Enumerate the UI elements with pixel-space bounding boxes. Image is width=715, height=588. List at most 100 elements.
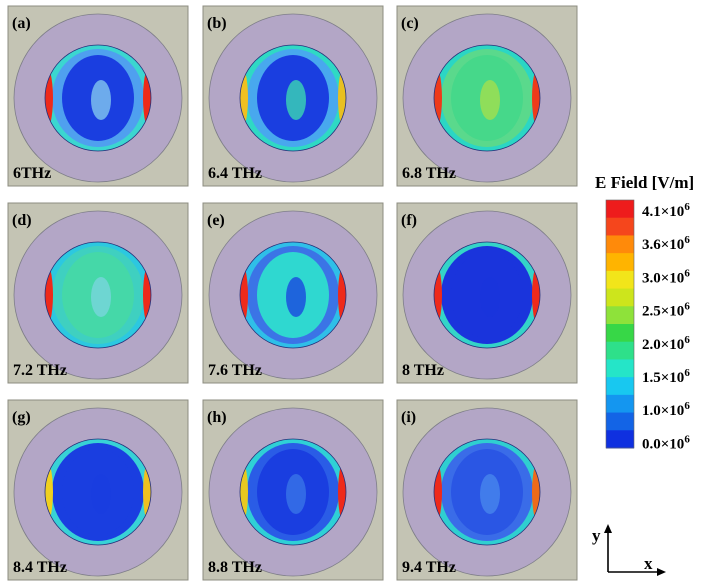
left-hotspot xyxy=(45,259,53,331)
panel-frequency: 7.2 THz xyxy=(13,362,67,379)
field-panel: (d) 7.2 THz xyxy=(7,202,189,384)
panel-letter: (f) xyxy=(401,212,417,229)
panel-letter: (h) xyxy=(207,409,227,426)
panel-frequency: 6THz xyxy=(13,165,51,182)
legend-swatch xyxy=(606,288,634,307)
field-panel: (e) 7.6 THz xyxy=(202,202,384,384)
left-hotspot xyxy=(45,62,53,134)
legend-swatch xyxy=(606,377,634,396)
field-outline xyxy=(44,44,152,152)
panel-letter: (b) xyxy=(207,15,227,32)
field-panel: (c) 6.8 THz xyxy=(396,5,578,187)
field-spot xyxy=(286,474,306,514)
field-outline xyxy=(239,241,347,349)
legend-labels: 4.1×106 3.6×106 3.0×106 2.5×106 2.0×106 1.5×1… xyxy=(642,201,690,452)
field-spot xyxy=(91,474,111,514)
legend-swatch xyxy=(606,394,634,414)
panel-letter: (a) xyxy=(12,15,31,32)
right-hotspot xyxy=(143,456,151,528)
legend-swatch xyxy=(606,270,634,290)
legend-swatch xyxy=(606,412,634,431)
field-outline xyxy=(433,438,541,546)
field-outline xyxy=(44,241,152,349)
right-hotspot xyxy=(143,259,151,331)
right-hotspot xyxy=(143,62,151,134)
left-hotspot xyxy=(434,456,442,528)
panel-letter: (g) xyxy=(12,409,31,426)
field-disk xyxy=(45,45,151,151)
right-hotspot xyxy=(338,62,346,134)
left-hotspot xyxy=(240,259,248,331)
left-hotspot xyxy=(434,62,442,134)
field-outline xyxy=(433,44,541,152)
left-hotspot xyxy=(240,456,248,528)
field-spot xyxy=(286,277,306,317)
panel-letter: (d) xyxy=(12,212,32,229)
panels-grid: (a) 6THz (b) 6.4 THz (c) 6.8 THz (d) 7.2 THz (e)… xyxy=(7,5,578,581)
field-spot xyxy=(480,474,500,514)
field-outline xyxy=(239,44,347,152)
legend-label: 1.5×106 xyxy=(642,367,690,386)
legend-label: 3.0×106 xyxy=(642,267,690,286)
axes-indicator: y x xyxy=(592,524,666,576)
legend-swatch xyxy=(606,341,634,360)
field-outline xyxy=(433,241,541,349)
field-outline xyxy=(44,438,152,546)
field-spot xyxy=(286,80,306,120)
panel-letter: (e) xyxy=(207,212,225,229)
legend-title: E Field [V/m] xyxy=(595,173,694,192)
left-hotspot xyxy=(434,259,442,331)
field-spot xyxy=(480,277,500,317)
legend-label: 0.0×106 xyxy=(642,433,690,452)
right-hotspot xyxy=(338,259,346,331)
color-legend: E Field [V/m] 4.1×106 3.6×106 3.0×106 2.5×1… xyxy=(595,173,694,452)
field-panel: (f) 8 THz xyxy=(396,202,578,384)
x-arrowhead xyxy=(657,568,666,576)
field-disk xyxy=(240,242,346,348)
field-panel: (b) 6.4 THz xyxy=(202,5,384,187)
panel-frequency: 6.8 THz xyxy=(402,165,456,182)
x-axis-label: x xyxy=(644,554,653,573)
panel-frequency: 7.6 THz xyxy=(208,362,262,379)
field-disk xyxy=(434,439,540,545)
legend-border xyxy=(605,199,635,449)
legend-label: 1.0×106 xyxy=(642,400,690,419)
legend-swatch xyxy=(606,306,634,325)
panel-letter: (c) xyxy=(401,15,419,32)
field-disk xyxy=(45,439,151,545)
legend-swatch xyxy=(606,235,634,254)
field-spot xyxy=(91,277,111,317)
right-hotspot xyxy=(532,62,540,134)
right-hotspot xyxy=(532,456,540,528)
field-panel: (h) 8.8 THz xyxy=(202,399,384,581)
panel-frequency: 8.4 THz xyxy=(13,559,67,576)
right-hotspot xyxy=(532,259,540,331)
legend-swatch xyxy=(606,200,634,219)
field-spot xyxy=(480,80,500,120)
legend-label: 2.0×106 xyxy=(642,334,690,353)
panel-frequency: 6.4 THz xyxy=(208,165,262,182)
field-disk xyxy=(240,45,346,151)
legend-swatch xyxy=(606,253,634,272)
legend-swatch xyxy=(606,359,634,378)
field-disk xyxy=(45,242,151,348)
field-spot xyxy=(91,80,111,120)
legend-label: 2.5×106 xyxy=(642,301,690,320)
y-axis-label: y xyxy=(592,526,601,545)
legend-colorbar xyxy=(605,199,635,449)
y-arrowhead xyxy=(604,524,612,533)
right-hotspot xyxy=(338,456,346,528)
legend-swatch xyxy=(606,217,634,236)
left-hotspot xyxy=(240,62,248,134)
left-hotspot xyxy=(45,456,53,528)
field-panel: (i) 9.4 THz xyxy=(396,399,578,581)
field-outline xyxy=(239,438,347,546)
field-disk xyxy=(434,45,540,151)
field-panel: (g) 8.4 THz xyxy=(7,399,189,581)
legend-swatch xyxy=(606,430,634,449)
field-disk xyxy=(240,439,346,545)
panel-frequency: 8.8 THz xyxy=(208,559,262,576)
field-panel: (a) 6THz xyxy=(7,5,189,187)
panel-letter: (i) xyxy=(401,409,416,426)
